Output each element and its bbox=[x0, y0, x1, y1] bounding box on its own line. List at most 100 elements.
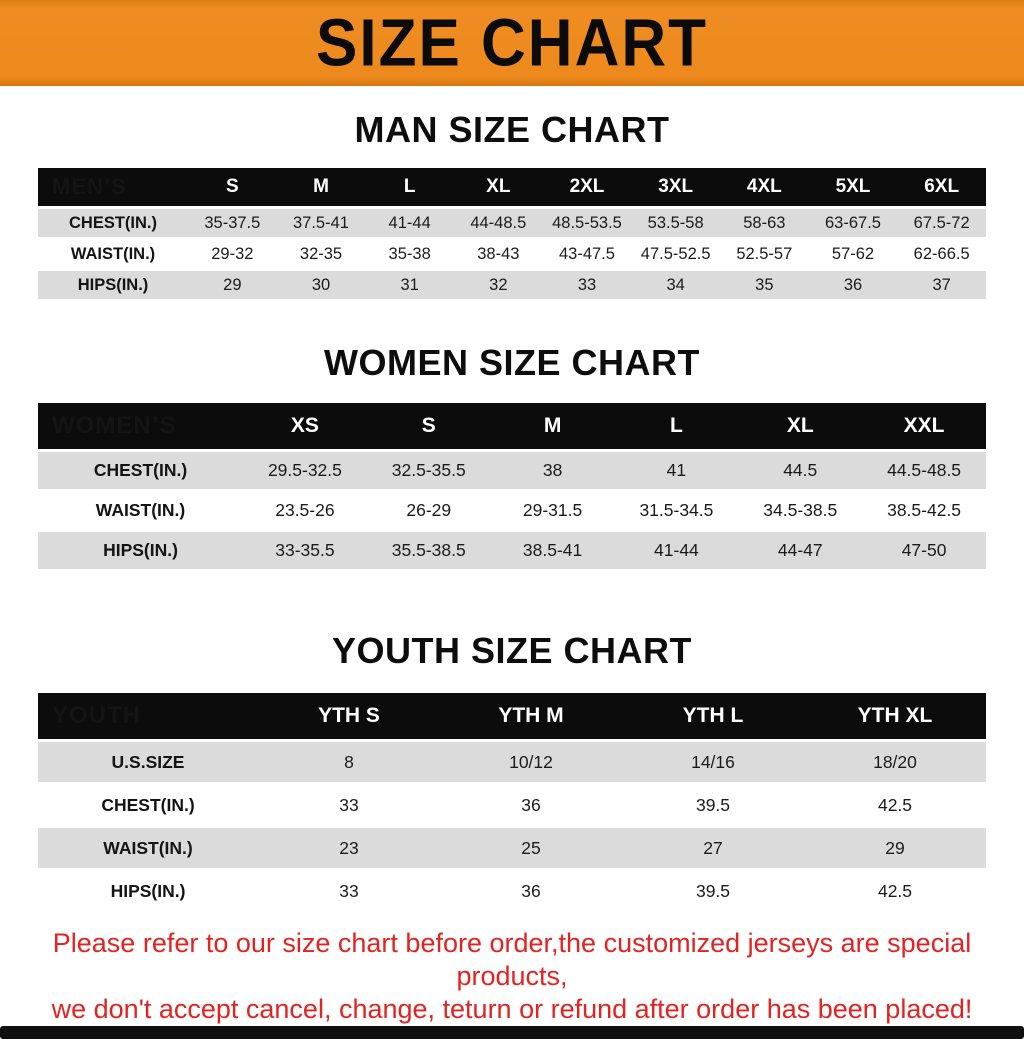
table-row: HIPS(IN.) 33 36 39.5 42.5 bbox=[38, 871, 986, 911]
table-cell: 25 bbox=[521, 837, 541, 858]
row-label: WAIST(IN.) bbox=[103, 837, 193, 858]
row-label: HIPS(IN.) bbox=[110, 880, 186, 901]
table-header-cell: M bbox=[543, 414, 562, 437]
table-header-cell: 2XL bbox=[569, 176, 605, 197]
table-header-cell: YTH S bbox=[318, 704, 380, 727]
table-header-row: MEN’S S M L XL 2XL 3XL 4XL 5XL 6XL bbox=[38, 168, 986, 206]
table-cell: 67.5-72 bbox=[913, 213, 970, 232]
table-cell: 29-32 bbox=[211, 244, 254, 263]
man-size-table: MEN’S S M L XL 2XL 3XL 4XL 5XL 6XL CHEST(IN.) 35-37… bbox=[38, 168, 986, 299]
table-cell: 57-62 bbox=[831, 244, 875, 263]
table-row: WAIST(IN.) 23.5-26 26-29 29-31.5 31.5-34.5 34… bbox=[38, 492, 986, 529]
table-cell: 32-35 bbox=[299, 244, 343, 263]
table-cell: 32 bbox=[489, 275, 508, 294]
row-label: HIPS(IN.) bbox=[103, 540, 178, 560]
table-row: HIPS(IN.) 29 30 31 32 33 34 35 36 37 bbox=[38, 271, 986, 299]
table-cell: 62-66.5 bbox=[913, 244, 970, 263]
table-cell: 41-44 bbox=[388, 213, 431, 232]
page-title: SIZE CHART bbox=[316, 5, 708, 81]
table-cell: 23.5-26 bbox=[275, 500, 335, 520]
table-header-cell: M bbox=[313, 176, 329, 197]
table-cell: 34.5-38.5 bbox=[763, 500, 838, 520]
row-label: WAIST(IN.) bbox=[70, 244, 156, 263]
table-cell: 36 bbox=[843, 275, 863, 294]
table-cell: 35 bbox=[755, 275, 774, 294]
table-cell: 27 bbox=[703, 837, 723, 858]
table-cell: 47.5-52.5 bbox=[640, 244, 711, 263]
table-title-cell: YOUTH bbox=[52, 702, 141, 729]
section-heading-women: WOMEN SIZE CHART bbox=[324, 342, 700, 383]
table-cell: 10/12 bbox=[509, 751, 553, 772]
section-heading-youth: YOUTH SIZE CHART bbox=[331, 630, 692, 671]
table-header-cell: S bbox=[225, 176, 239, 197]
table-cell: 42.5 bbox=[877, 794, 913, 815]
table-header-cell: YTH XL bbox=[857, 704, 933, 727]
table-title-cell: MEN’S bbox=[52, 174, 127, 199]
table-header-row: YOUTH YTH S YTH M YTH L YTH XL bbox=[38, 693, 986, 739]
table-cell: 38-43 bbox=[477, 244, 520, 263]
banner: SIZE CHART bbox=[0, 0, 1024, 86]
table-cell: 37 bbox=[932, 275, 951, 294]
table-row: CHEST(IN.) 29.5-32.5 32.5-35.5 38 41 44.5 44.5… bbox=[38, 452, 986, 489]
table-cell: 44.5-48.5 bbox=[887, 460, 962, 480]
table-cell: 39.5 bbox=[695, 794, 731, 815]
table-header-cell: 5XL bbox=[835, 176, 871, 197]
table-cell: 36 bbox=[521, 794, 541, 815]
table-header-cell: 4XL bbox=[746, 176, 782, 197]
table-header-cell: YTH L bbox=[682, 704, 744, 727]
table-cell: 44-48.5 bbox=[470, 213, 527, 232]
women-size-table: WOMEN’S XS S M L XL XXL CHEST(IN.) 29.5-32.5 32.5… bbox=[38, 403, 986, 569]
table-cell: 31.5-34.5 bbox=[639, 500, 714, 520]
row-label: WAIST(IN.) bbox=[95, 500, 186, 520]
table-cell: 37.5-41 bbox=[293, 213, 349, 232]
table-cell: 33 bbox=[339, 880, 359, 901]
disclaimer-line-2: we don't accept cancel, change, teturn o… bbox=[51, 994, 973, 1024]
table-cell: 31 bbox=[400, 275, 419, 294]
table-row: CHEST(IN.) 33 36 39.5 42.5 bbox=[38, 785, 986, 825]
table-cell: 44.5 bbox=[783, 460, 818, 480]
table-header-cell: XXL bbox=[903, 414, 945, 437]
table-cell: 18/20 bbox=[873, 751, 917, 772]
row-label: U.S.SIZE bbox=[111, 751, 185, 772]
table-cell: 30 bbox=[311, 275, 331, 294]
table-header-cell: XL bbox=[786, 414, 814, 437]
table-header-cell: L bbox=[403, 176, 416, 197]
table-cell: 41-44 bbox=[654, 540, 699, 560]
table-header-cell: YTH M bbox=[498, 704, 564, 727]
table-cell: 38 bbox=[542, 460, 563, 480]
table-header-row: WOMEN’S XS S M L XL XXL bbox=[38, 403, 986, 449]
table-cell: 26-29 bbox=[406, 500, 452, 520]
table-row: CHEST(IN.) 35-37.5 37.5-41 41-44 44-48.5 48.5… bbox=[38, 209, 986, 237]
table-header-cell: 3XL bbox=[658, 176, 694, 197]
table-row: WAIST(IN.) 23 25 27 29 bbox=[38, 828, 986, 868]
table-cell: 8 bbox=[344, 751, 354, 772]
table-cell: 39.5 bbox=[695, 880, 731, 901]
table-header-cell: XS bbox=[290, 414, 319, 437]
table-cell: 35-37.5 bbox=[204, 213, 261, 232]
table-cell: 43-47.5 bbox=[559, 244, 615, 263]
table-cell: 63-67.5 bbox=[825, 213, 881, 232]
table-cell: 14/16 bbox=[691, 751, 735, 772]
table-title-cell: WOMEN’S bbox=[52, 412, 177, 439]
disclaimer: Please refer to our size chart before or… bbox=[0, 927, 1024, 1026]
table-cell: 35-38 bbox=[388, 244, 431, 263]
table-cell: 35.5-38.5 bbox=[391, 540, 466, 560]
table-row: HIPS(IN.) 33-35.5 35.5-38.5 38.5-41 41-44 44-… bbox=[38, 532, 986, 569]
row-label: CHEST(IN.) bbox=[101, 794, 195, 815]
row-label: HIPS(IN.) bbox=[77, 275, 149, 294]
table-row: U.S.SIZE 8 10/12 14/16 18/20 bbox=[38, 742, 986, 782]
table-header-cell: 6XL bbox=[924, 176, 960, 197]
row-label: CHEST(IN.) bbox=[93, 460, 188, 480]
section-heading-man: MAN SIZE CHART bbox=[354, 109, 670, 150]
table-cell: 38.5-41 bbox=[522, 540, 583, 560]
table-cell: 58-63 bbox=[743, 213, 786, 232]
table-header-cell: S bbox=[421, 414, 436, 437]
table-header-cell: L bbox=[670, 414, 683, 437]
table-cell: 33 bbox=[339, 794, 359, 815]
table-cell: 38.5-42.5 bbox=[887, 500, 962, 520]
table-cell: 29-31.5 bbox=[522, 500, 583, 520]
table-cell: 48.5-53.5 bbox=[552, 213, 622, 232]
table-header-cell: XL bbox=[486, 176, 511, 197]
table-cell: 41 bbox=[666, 460, 687, 480]
table-cell: 29 bbox=[885, 837, 905, 858]
